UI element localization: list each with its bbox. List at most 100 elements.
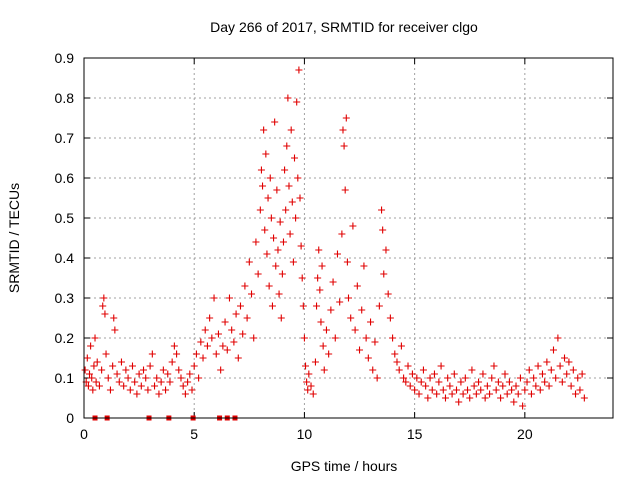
data-point — [477, 386, 485, 394]
data-point — [479, 370, 487, 378]
data-point — [284, 94, 292, 102]
data-point — [294, 174, 302, 182]
data-point — [422, 382, 430, 390]
data-point — [273, 186, 281, 194]
x-tick-label: 5 — [190, 426, 198, 442]
data-point — [263, 250, 271, 258]
data-point — [459, 390, 467, 398]
data-point — [168, 358, 176, 366]
data-point — [230, 338, 238, 346]
data-point — [395, 366, 403, 374]
data-point — [382, 246, 390, 254]
data-point — [256, 206, 264, 214]
data-point — [461, 374, 469, 382]
data-point — [433, 390, 441, 398]
data-point — [519, 402, 527, 410]
data-point — [309, 390, 317, 398]
data-point — [239, 330, 247, 338]
data-point — [375, 302, 383, 310]
data-point — [282, 206, 290, 214]
data-point — [272, 262, 280, 270]
data-point — [545, 382, 553, 390]
data-point — [338, 230, 346, 238]
data-point — [115, 378, 123, 386]
data-point — [265, 282, 273, 290]
data-point — [457, 378, 465, 386]
data-point — [521, 386, 529, 394]
data-point — [241, 282, 249, 290]
data-point — [466, 394, 474, 402]
data-point — [455, 398, 463, 406]
y-tick-label: 0.5 — [55, 210, 75, 226]
data-point — [262, 150, 270, 158]
data-point — [331, 334, 339, 342]
data-point — [371, 338, 379, 346]
data-point — [497, 394, 505, 402]
data-point — [88, 374, 96, 382]
data-point — [505, 378, 513, 386]
data-point — [192, 350, 200, 358]
chart-title: Day 266 of 2017, SRMTID for receiver clg… — [210, 19, 478, 35]
data-point — [302, 362, 310, 370]
axis-ticks: 0 0.1 0.2 0.3 0.4 0.5 0.6 0.7 0.8 0.9 0 5 10 15 20 — [55, 50, 613, 442]
data-point — [356, 346, 364, 354]
data-point — [303, 378, 311, 386]
data-point — [299, 302, 307, 310]
data-point — [404, 362, 412, 370]
data-point — [221, 318, 229, 326]
data-point — [411, 386, 419, 394]
data-point — [351, 326, 359, 334]
data-point — [290, 154, 298, 162]
data-point — [243, 314, 251, 322]
data-point — [296, 194, 304, 202]
data-point — [124, 374, 132, 382]
data-point — [339, 126, 347, 134]
data-point — [343, 258, 351, 266]
data-point — [360, 262, 368, 270]
data-point — [362, 334, 370, 342]
data-point — [527, 390, 535, 398]
data-point — [408, 370, 416, 378]
data-point — [155, 390, 163, 398]
data-point — [279, 238, 287, 246]
data-point — [137, 382, 145, 390]
data-point — [305, 370, 313, 378]
data-point — [228, 326, 236, 334]
data-point — [133, 390, 141, 398]
data-point — [212, 350, 220, 358]
data-point — [430, 370, 438, 378]
data-point — [341, 186, 349, 194]
data-point — [142, 374, 150, 382]
data-point — [475, 378, 483, 386]
data-point — [261, 226, 269, 234]
data-point — [325, 350, 333, 358]
data-point — [297, 242, 305, 250]
data-point — [104, 374, 112, 382]
data-point — [177, 374, 185, 382]
data-point — [93, 358, 101, 366]
data-point — [283, 142, 291, 150]
data-point — [464, 386, 472, 394]
data-point — [188, 386, 196, 394]
data-point — [380, 270, 388, 278]
data-point — [386, 314, 394, 322]
data-point — [428, 386, 436, 394]
data-point — [208, 334, 216, 342]
data-point — [530, 374, 538, 382]
data-point — [87, 342, 95, 350]
data-point — [98, 366, 106, 374]
data-point — [89, 386, 97, 394]
data-point — [260, 126, 268, 134]
data-point — [84, 382, 92, 390]
data-point — [197, 338, 205, 346]
data-point — [110, 314, 118, 322]
data-point — [340, 142, 348, 150]
data-point — [293, 98, 301, 106]
data-point — [563, 370, 571, 378]
data-point — [578, 370, 586, 378]
data-point — [450, 370, 458, 378]
data-point — [100, 294, 108, 302]
data-point — [580, 394, 588, 402]
data-point — [488, 374, 496, 382]
